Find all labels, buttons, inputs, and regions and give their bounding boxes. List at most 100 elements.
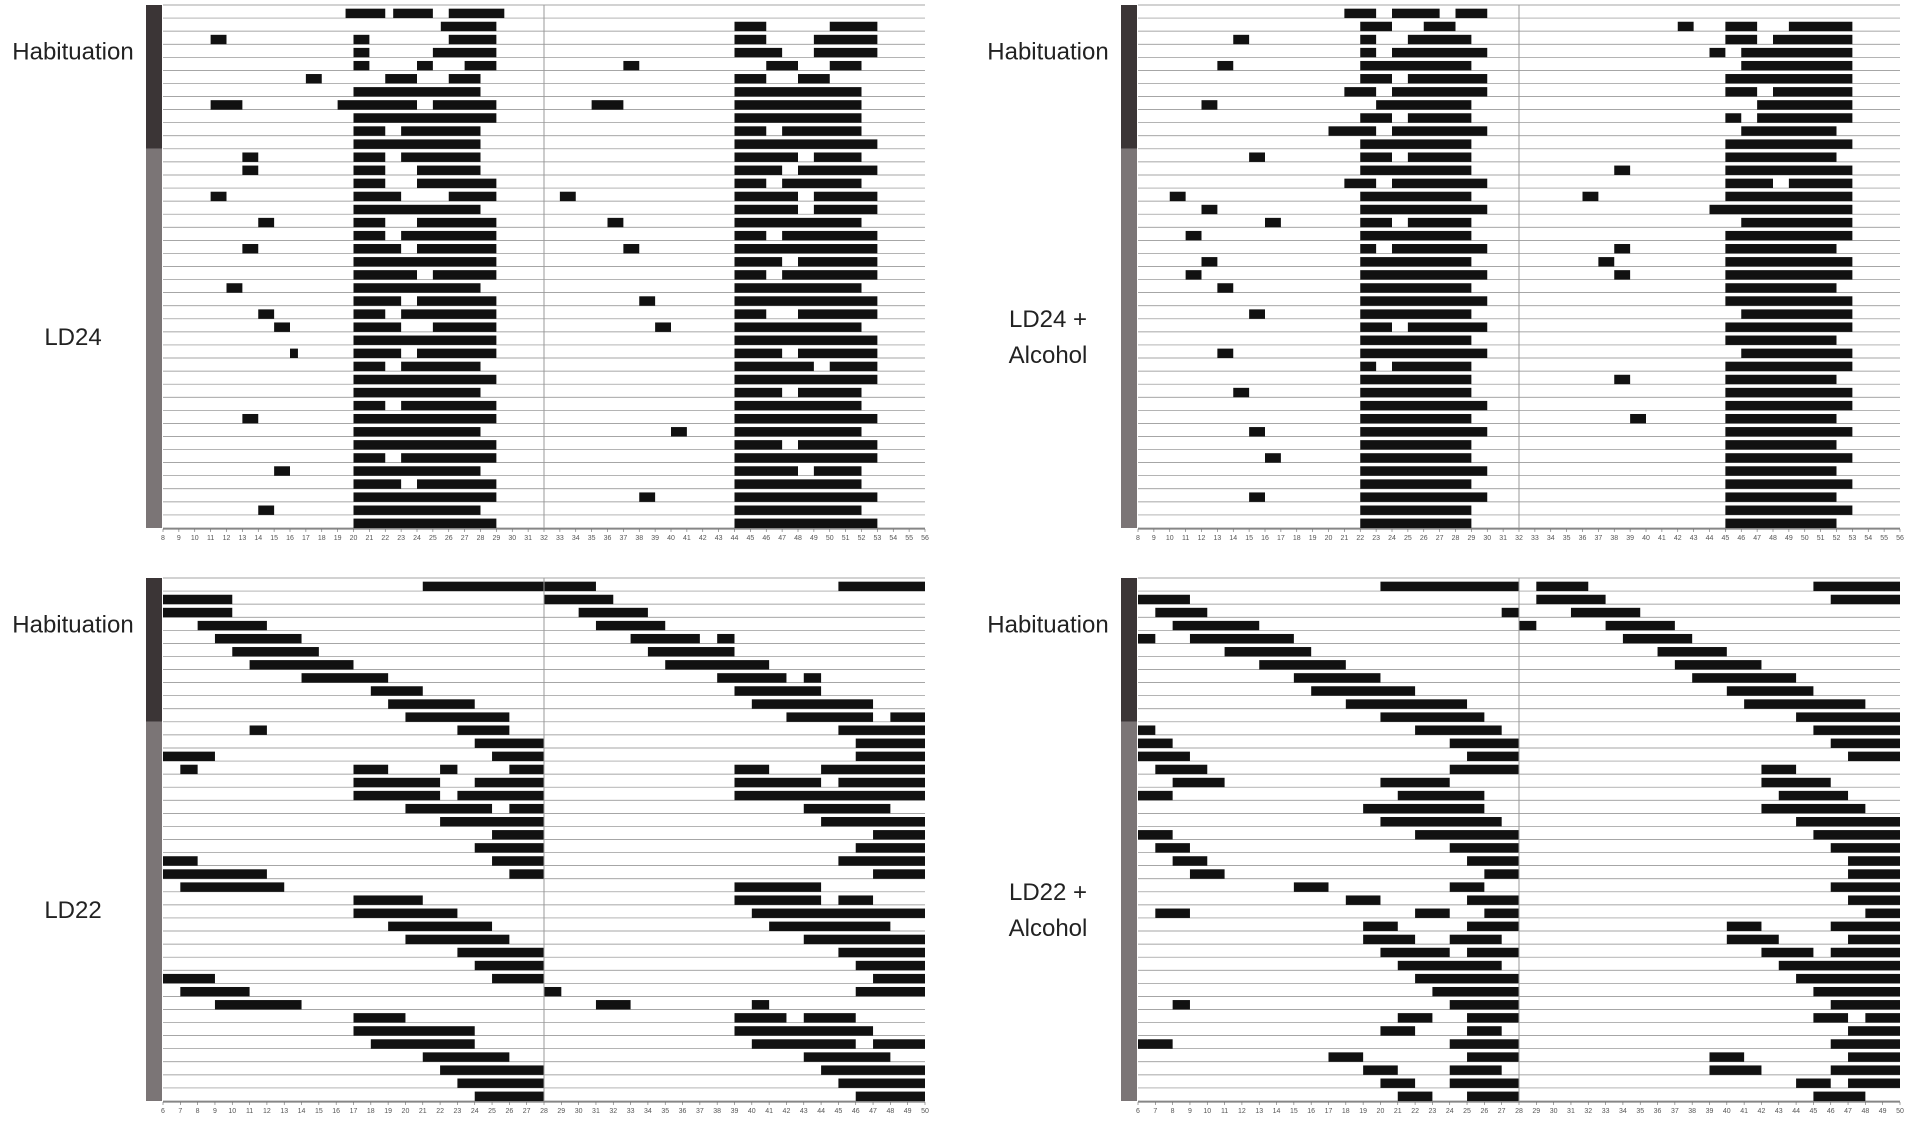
activity-bout xyxy=(405,712,510,722)
activity-bout xyxy=(1407,152,1472,162)
activity-bout xyxy=(769,921,891,932)
x-tick-label: 33 xyxy=(627,1108,635,1115)
x-tick-label: 12 xyxy=(263,1108,271,1115)
activity-bout xyxy=(1265,217,1281,228)
activity-bout xyxy=(353,217,386,228)
activity-bout xyxy=(1709,204,1853,215)
x-tick-label: 17 xyxy=(1325,1108,1333,1115)
activity-bout xyxy=(873,973,925,984)
activity-bout xyxy=(1328,126,1377,136)
x-tick-label: 40 xyxy=(667,535,675,542)
phase-bar xyxy=(146,578,162,722)
activity-bout xyxy=(766,60,798,71)
activity-bout xyxy=(1725,191,1853,202)
phase-label: Alcohol xyxy=(1009,915,1088,942)
x-tick-label: 38 xyxy=(635,535,643,542)
x-tick-label: 7 xyxy=(178,1108,182,1115)
activity-bout xyxy=(1138,1039,1173,1049)
activity-bout xyxy=(353,126,386,136)
activity-bout xyxy=(417,479,497,489)
x-tick-label: 10 xyxy=(1203,1108,1211,1115)
activity-bout xyxy=(353,244,402,254)
x-tick-label: 11 xyxy=(1221,1108,1228,1115)
activity-bout xyxy=(1761,764,1797,775)
activity-bout xyxy=(855,751,925,762)
x-tick-label: 47 xyxy=(778,535,786,542)
activity-bout xyxy=(509,869,544,879)
x-tick-label: 23 xyxy=(454,1108,462,1115)
activity-bout xyxy=(1360,74,1392,84)
x-tick-label: 23 xyxy=(1429,1108,1437,1115)
x-tick-label: 49 xyxy=(1785,535,1793,542)
activity-bout xyxy=(353,466,481,476)
activity-bout xyxy=(734,387,783,398)
activity-bout xyxy=(1725,400,1853,411)
phase-label: LD24 xyxy=(44,324,101,351)
activity-bout xyxy=(258,505,275,515)
activity-bout xyxy=(1467,895,1519,905)
activity-bout xyxy=(1725,283,1837,293)
x-tick-label: 47 xyxy=(1844,1108,1852,1115)
activity-bout xyxy=(1467,921,1519,932)
activity-bout xyxy=(1449,764,1519,775)
activity-bout xyxy=(1725,479,1853,489)
activity-bout xyxy=(829,21,878,32)
activity-bout xyxy=(1224,647,1312,657)
activity-bout xyxy=(734,374,878,385)
x-tick-label: 8 xyxy=(196,1108,200,1115)
activity-bout xyxy=(734,74,767,84)
activity-bout xyxy=(258,309,275,319)
activity-bout xyxy=(1449,1000,1519,1010)
activity-bout xyxy=(1392,8,1440,19)
x-tick-label: 28 xyxy=(540,1108,548,1115)
activity-bout xyxy=(1692,673,1797,683)
activity-bout xyxy=(1293,882,1329,892)
activity-bout xyxy=(163,869,267,879)
activity-bout xyxy=(422,581,596,592)
activity-bout xyxy=(1249,309,1265,319)
activity-bout xyxy=(1725,518,1837,528)
x-tick-label: 19 xyxy=(384,1108,392,1115)
activity-bout xyxy=(1865,1013,1900,1023)
activity-bout xyxy=(163,751,215,762)
activity-bout xyxy=(1788,21,1853,32)
activity-bout xyxy=(821,764,925,775)
activity-bout xyxy=(1657,647,1727,657)
x-tick-label: 29 xyxy=(1467,535,1475,542)
activity-bout xyxy=(1614,165,1631,175)
x-tick-label: 9 xyxy=(1188,1108,1192,1115)
activity-bout xyxy=(855,843,925,853)
activity-bout xyxy=(623,60,640,71)
activity-bout xyxy=(440,1065,544,1075)
activity-bout xyxy=(1360,374,1472,385)
activity-bout xyxy=(1725,21,1758,32)
x-tick-label: 47 xyxy=(1753,535,1761,542)
activity-bout xyxy=(734,34,767,45)
activity-bout xyxy=(1484,869,1519,879)
activity-bout xyxy=(1363,934,1416,945)
activity-bout xyxy=(751,908,925,918)
activity-bout xyxy=(1741,309,1853,319)
activity-bout xyxy=(1138,738,1173,748)
x-tick-label: 52 xyxy=(858,535,866,542)
x-tick-label: 52 xyxy=(1833,535,1841,542)
activity-bout xyxy=(595,1000,631,1010)
x-tick-label: 18 xyxy=(367,1108,375,1115)
activity-bout xyxy=(1725,139,1853,149)
activity-bout xyxy=(734,790,925,801)
activity-bout xyxy=(1233,387,1250,398)
activity-bout xyxy=(1360,191,1472,202)
activity-bout xyxy=(798,440,878,450)
x-tick-label: 49 xyxy=(1879,1108,1887,1115)
x-tick-label: 46 xyxy=(1827,1108,1835,1115)
activity-bout xyxy=(798,257,878,267)
activity-bout xyxy=(1830,1000,1900,1010)
activity-bout xyxy=(1360,453,1472,463)
activity-bout xyxy=(734,100,862,110)
activity-bout xyxy=(242,152,259,162)
x-tick-label: 33 xyxy=(1602,1108,1610,1115)
activity-bout xyxy=(1397,1091,1433,1101)
x-tick-label: 53 xyxy=(873,535,881,542)
activity-bout xyxy=(813,466,862,476)
activity-bout xyxy=(803,934,925,945)
